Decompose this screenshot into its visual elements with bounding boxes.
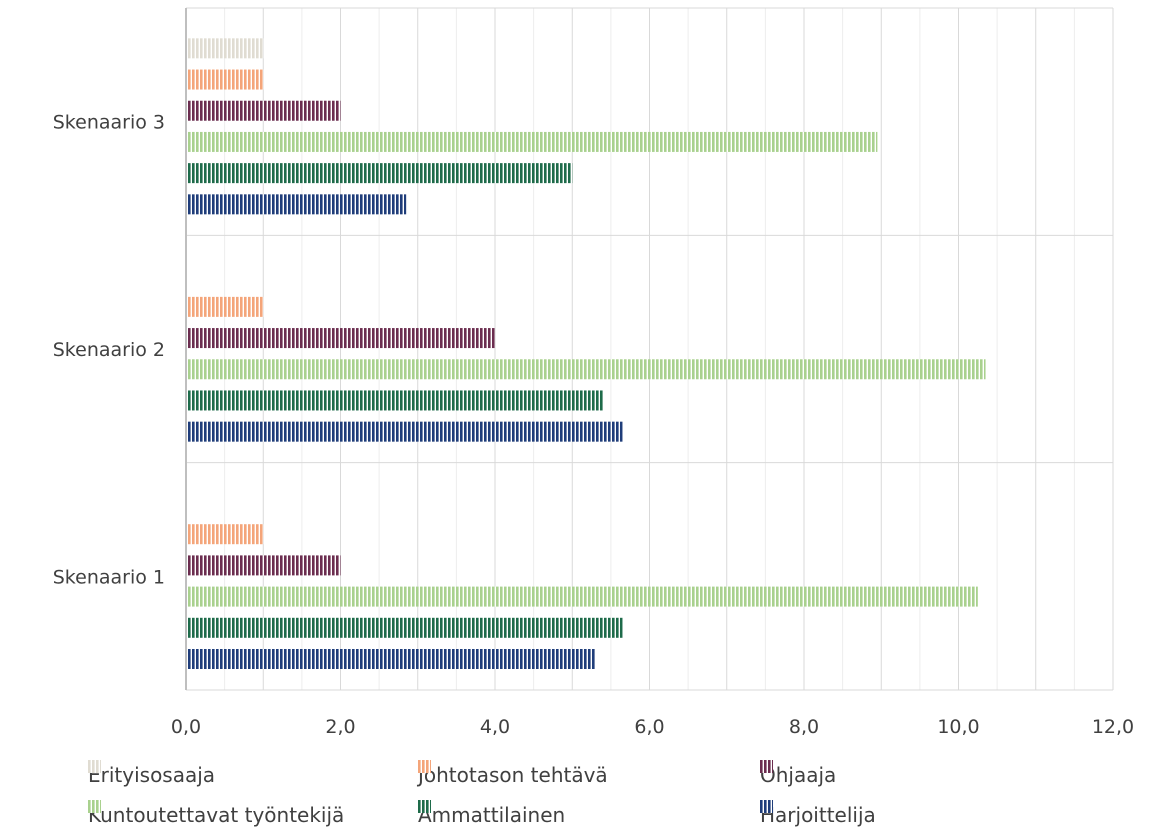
x-tick-label: 6,0 bbox=[634, 716, 664, 738]
legend-swatch bbox=[88, 800, 101, 813]
x-tick-label: 8,0 bbox=[789, 716, 819, 738]
category-label: Skenaario 3 bbox=[53, 112, 165, 134]
bar-ammattilainen-3 bbox=[186, 163, 573, 184]
x-tick-label: 10,0 bbox=[937, 716, 979, 738]
bars-layer bbox=[186, 38, 986, 669]
x-tick-label: 4,0 bbox=[480, 716, 510, 738]
category-label: Skenaario 2 bbox=[53, 339, 165, 361]
grid-layer bbox=[186, 7, 1114, 691]
legend-label: Erityisosaaja bbox=[88, 763, 216, 787]
legend-item: Kuntoutettavat työntekijä bbox=[88, 800, 344, 830]
bar-harjoittelija-3 bbox=[186, 194, 407, 215]
bar-kuntoutettavat-työntekijä-1 bbox=[186, 586, 978, 607]
bar-johtotason-tehtävä-1 bbox=[186, 524, 264, 545]
bar-ammattilainen-1 bbox=[186, 617, 623, 638]
x-tick-label: 2,0 bbox=[325, 716, 355, 738]
legend-label: Harjoittelija bbox=[760, 803, 876, 827]
bar-ohjaaja-3 bbox=[186, 100, 341, 121]
x-tick-label: 12,0 bbox=[1092, 716, 1134, 738]
x-tick-label: 0,0 bbox=[171, 716, 201, 738]
legend-swatch bbox=[760, 760, 773, 773]
bar-kuntoutettavat-työntekijä-2 bbox=[186, 359, 986, 380]
legend: Erityisosaaja Johtotason tehtävä Ohjaaja Ku… bbox=[0, 760, 1168, 836]
bar-erityisosaaja-3 bbox=[186, 38, 264, 59]
legend-swatch bbox=[418, 760, 431, 773]
legend-swatch bbox=[88, 760, 101, 773]
legend-label: Kuntoutettavat työntekijä bbox=[88, 803, 345, 827]
legend-item: Ammattilainen bbox=[418, 800, 565, 830]
legend-item: Ohjaaja bbox=[760, 760, 836, 790]
axis-layer: Skenaario 1 Skenaario 2 Skenaario 3 0,0 2,0 4… bbox=[53, 8, 1134, 738]
bar-johtotason-tehtävä-2 bbox=[186, 296, 264, 317]
legend-label: Ammattilainen bbox=[418, 803, 566, 827]
legend-swatch bbox=[418, 800, 431, 813]
legend-item: Erityisosaaja bbox=[88, 760, 215, 790]
category-label: Skenaario 1 bbox=[53, 566, 165, 588]
bar-harjoittelija-1 bbox=[186, 649, 596, 669]
bar-johtotason-tehtävä-3 bbox=[186, 69, 264, 90]
legend-label: Johtotason tehtävä bbox=[418, 763, 608, 787]
legend-item: Harjoittelija bbox=[760, 800, 876, 830]
bar-kuntoutettavat-työntekijä-3 bbox=[186, 131, 878, 152]
bar-chart: Skenaario 1 Skenaario 2 Skenaario 3 0,0 2,0 4… bbox=[53, 7, 1134, 738]
bar-ammattilainen-2 bbox=[186, 390, 604, 411]
legend-item: Johtotason tehtävä bbox=[418, 760, 608, 790]
legend-swatch bbox=[760, 800, 773, 813]
bar-ohjaaja-2 bbox=[186, 328, 495, 349]
bar-ohjaaja-1 bbox=[186, 555, 341, 576]
bar-harjoittelija-2 bbox=[186, 421, 623, 442]
